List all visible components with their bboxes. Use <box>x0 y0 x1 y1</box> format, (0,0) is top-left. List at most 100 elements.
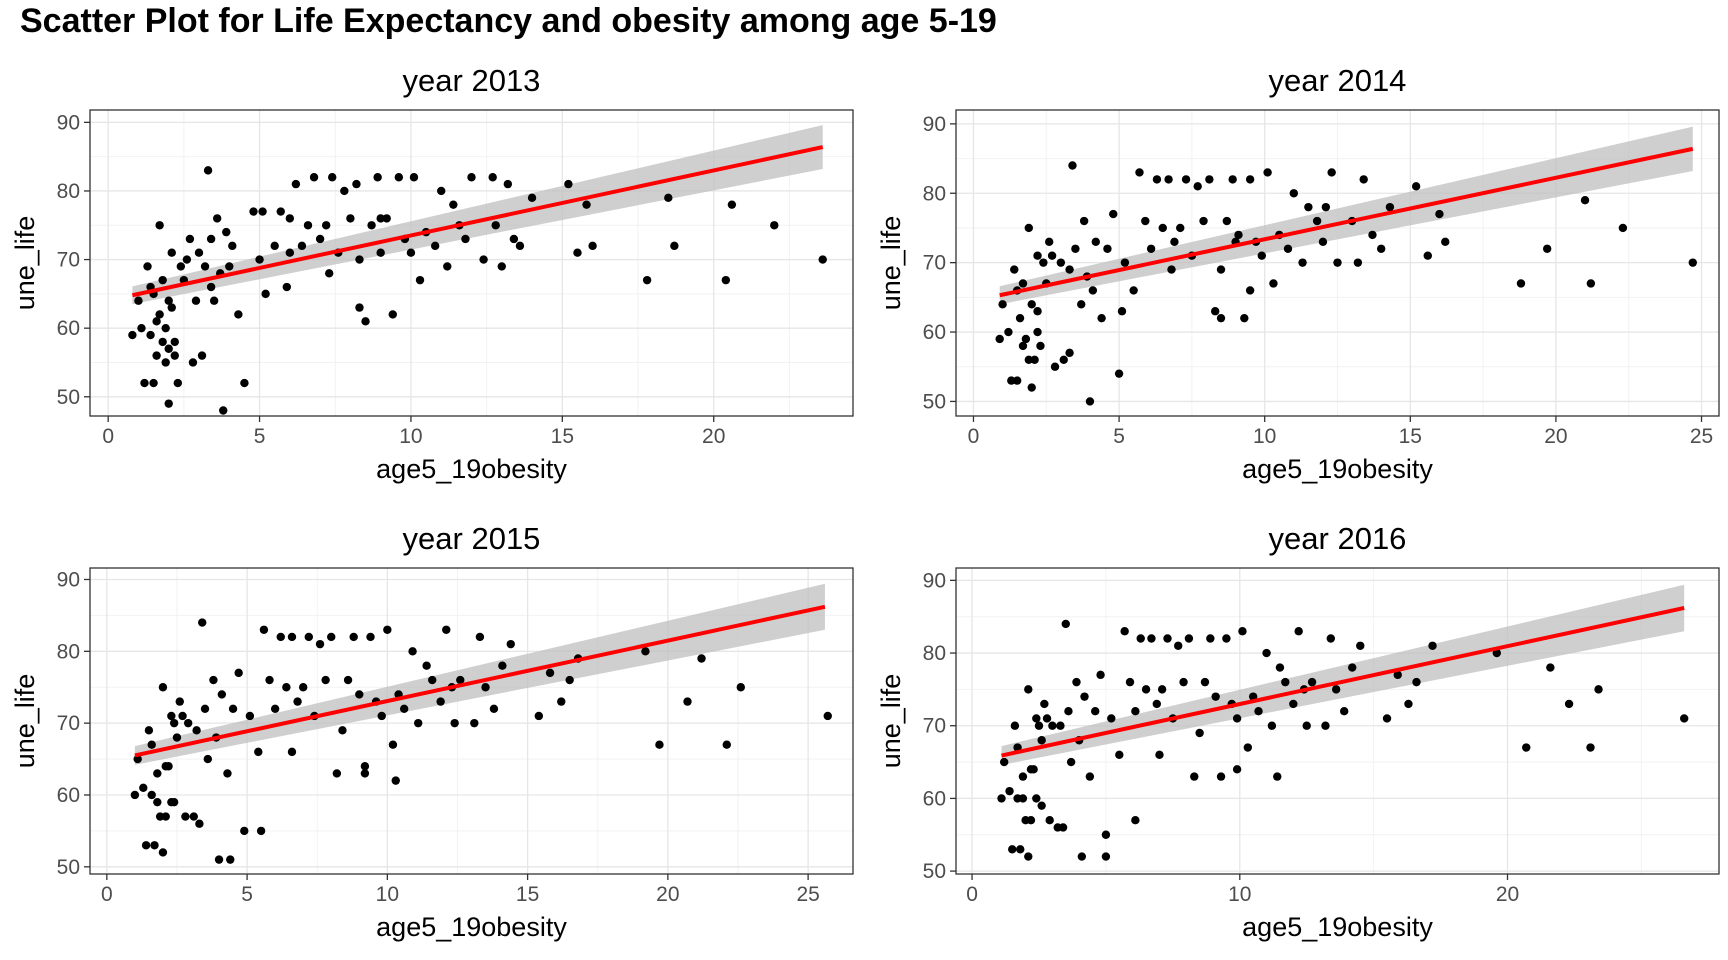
data-point <box>297 241 307 251</box>
data-point <box>182 255 192 264</box>
data-point <box>327 632 336 642</box>
data-point <box>1353 258 1363 267</box>
data-point <box>1679 714 1689 723</box>
data-point <box>1157 685 1167 694</box>
regression-line <box>1001 606 1685 758</box>
data-point <box>1037 801 1046 810</box>
data-point <box>1042 714 1052 723</box>
data-point <box>1033 327 1042 337</box>
data-point <box>999 757 1009 767</box>
y-tick-label: 50 <box>923 860 946 883</box>
panel-border <box>89 109 854 417</box>
data-point <box>245 711 255 721</box>
data-point <box>1079 216 1089 226</box>
y-axis-label: une_life <box>10 216 40 311</box>
data-point <box>228 241 237 251</box>
data-point <box>194 248 204 257</box>
data-point <box>361 317 370 326</box>
data-point <box>270 704 280 713</box>
data-point <box>282 683 291 692</box>
data-point <box>409 173 419 182</box>
data-point <box>1044 237 1054 247</box>
data-point <box>1179 677 1188 687</box>
data-point <box>1176 223 1185 233</box>
data-point <box>1007 376 1016 385</box>
data-point <box>443 262 452 271</box>
data-point <box>1091 237 1100 247</box>
data-point <box>1594 685 1603 694</box>
panel-4: 0 10 20 50 60 70 80 90 year 2016 age5_19obesity un… <box>876 521 1720 942</box>
data-point <box>641 647 650 656</box>
data-point <box>1065 348 1074 358</box>
x-tick-label: 10 <box>1253 425 1276 448</box>
data-point <box>488 173 497 182</box>
panel-1: 0 5 10 15 20 50 60 70 80 90 year 2013 age5_19obesit… <box>10 63 854 484</box>
data-point <box>573 248 582 257</box>
data-point <box>503 179 513 189</box>
data-point <box>214 855 224 864</box>
data-point <box>240 826 249 836</box>
data-point <box>191 296 201 305</box>
data-point <box>1045 816 1054 825</box>
x-tick-label: 10 <box>1228 883 1251 906</box>
data-point <box>1114 369 1124 378</box>
data-point <box>1193 182 1202 191</box>
y-tick-label: 70 <box>923 715 946 738</box>
data-point <box>1027 300 1036 309</box>
data-point <box>173 378 183 388</box>
y-tick-label: 90 <box>57 568 80 591</box>
data-point <box>1348 663 1357 672</box>
data-point <box>1359 175 1368 184</box>
data-point <box>565 675 574 685</box>
data-point <box>1047 251 1057 260</box>
data-point <box>377 711 386 721</box>
data-point <box>158 337 167 347</box>
data-point <box>388 310 397 319</box>
data-point <box>1026 816 1036 825</box>
data-point <box>406 248 416 257</box>
data-point <box>722 740 731 749</box>
data-point <box>727 200 737 209</box>
data-point <box>1097 313 1106 323</box>
data-point <box>137 323 146 333</box>
data-point <box>1107 714 1116 723</box>
data-point <box>1170 237 1179 247</box>
data-point <box>1216 313 1226 323</box>
data-point <box>1199 216 1208 226</box>
data-point <box>167 248 176 257</box>
y-tick-label: 60 <box>57 317 80 340</box>
y-tick-label: 50 <box>923 390 946 413</box>
data-point <box>497 262 506 271</box>
data-point <box>178 711 187 721</box>
data-point <box>506 639 515 649</box>
data-point <box>192 726 201 735</box>
data-point <box>1312 216 1322 226</box>
data-point <box>1163 634 1172 643</box>
data-point <box>491 221 500 230</box>
panel-3: 0 5 10 15 20 25 50 60 70 80 90 year 2015 age5_19obes… <box>10 521 854 942</box>
data-point <box>338 726 347 735</box>
data-point <box>147 790 156 800</box>
x-tick-label: 5 <box>1113 425 1125 448</box>
data-point <box>349 632 358 642</box>
data-point <box>995 334 1004 344</box>
panel-title: year 2015 <box>403 521 541 556</box>
data-point <box>545 668 555 678</box>
data-point <box>167 303 176 312</box>
data-point <box>1085 772 1095 781</box>
y-tick-label: 50 <box>57 386 80 409</box>
y-tick-label: 70 <box>57 249 80 272</box>
data-point <box>1564 699 1574 709</box>
data-point <box>1232 765 1242 774</box>
data-point <box>1152 699 1161 709</box>
data-point <box>1012 376 1022 385</box>
data-point <box>1018 341 1028 351</box>
data-point <box>234 310 243 319</box>
panel-2: 0 5 10 15 20 25 50 60 70 80 90 year 2014 age5_19obes… <box>876 63 1720 484</box>
data-point <box>428 675 437 685</box>
data-point <box>139 783 148 793</box>
data-point <box>1181 175 1191 184</box>
x-tick-label: 0 <box>101 883 113 906</box>
data-point <box>399 704 409 713</box>
data-point <box>1368 230 1377 240</box>
